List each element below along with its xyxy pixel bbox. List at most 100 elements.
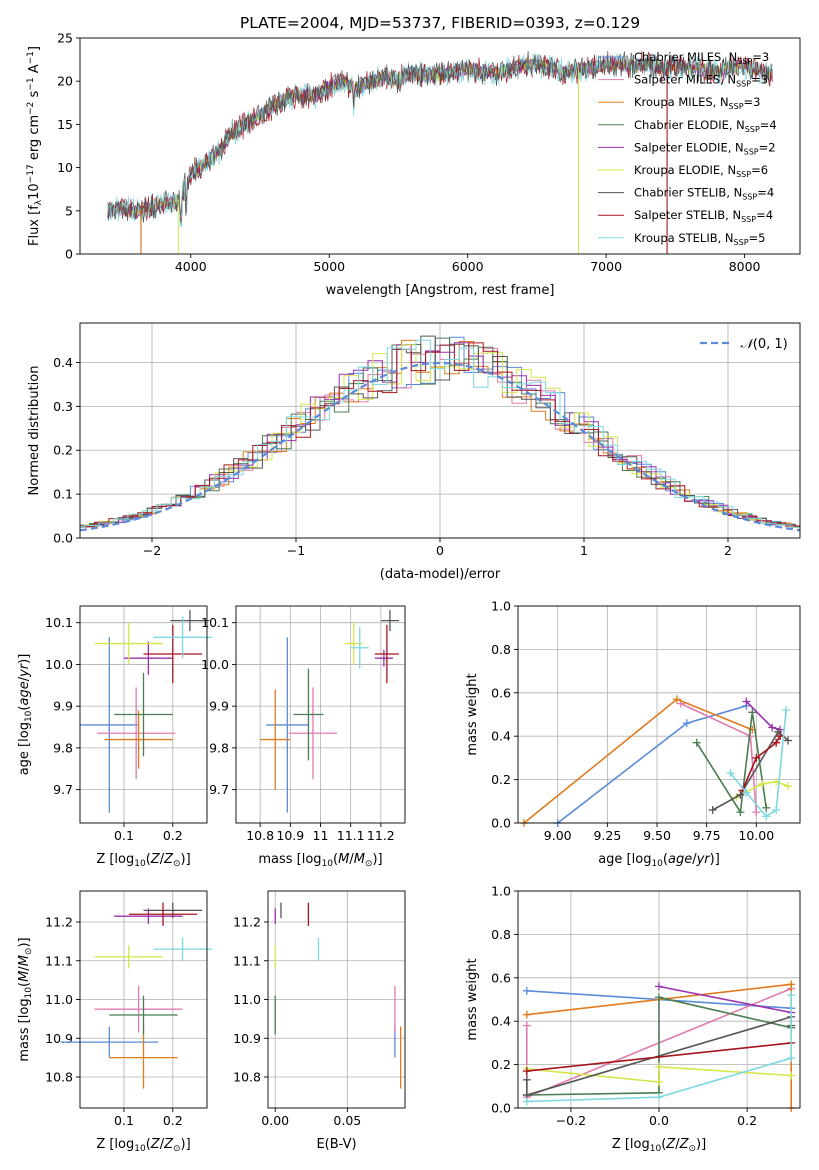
panel-mass-vs-ebv: 0.00 0.05 10.8 10.9 11.0 11.1 11.2 E(B-V) [233, 890, 406, 1152]
axes-frame [235, 605, 406, 824]
errorbar-point [374, 624, 399, 684]
panel-residuals: −2 −1 0 1 2 0.0 0.1 0.2 0.3 0.4 𝒩(0, 1) (data-model… [27, 322, 801, 582]
errorbar-point [288, 687, 338, 780]
errorbar-point [104, 710, 173, 769]
panel-weight-vs-Z: −0.2 0.0 0.2 0.0 0.2 0.4 0.6 0.8 1.0 Z [log10(Z/Z… [465, 884, 801, 1154]
ytick-label: 0 [65, 247, 73, 262]
ytick-label: 1.0 [491, 599, 511, 614]
weight-marker [787, 991, 796, 1000]
weight-marker [782, 706, 791, 715]
gridlines [268, 891, 405, 1108]
errorbar-point [374, 649, 393, 667]
weight-marker [692, 738, 701, 747]
xtick-label: 7000 [590, 259, 622, 274]
x-axis-label: age [log10(age/yr)] [598, 852, 720, 869]
ytick-label: 10.9 [45, 1031, 73, 1046]
axes-frame [517, 605, 801, 824]
x-axis-label: Z [log10(Z/Z⊙)] [96, 852, 190, 869]
x-axis-label: Z [log10(Z/Z⊙)] [96, 1137, 190, 1154]
legend-entry: Salpeter STELIB, NSSP=4 [634, 208, 773, 224]
xtick-label: 2 [724, 543, 732, 558]
y-axis-label: Normed distribution [27, 366, 42, 496]
weight-marker [655, 1093, 663, 1102]
ytick-label: 10.8 [45, 1070, 73, 1085]
errorbar-point [260, 689, 291, 790]
xtick-label: −0.2 [556, 1113, 586, 1128]
errorbar-point [94, 622, 164, 665]
ytick-label: 0.6 [491, 970, 511, 985]
errorbar-point [80, 637, 139, 813]
histogram-salpeter-stelib [80, 342, 800, 529]
ytick-label: 10.9 [233, 1031, 261, 1046]
ytick-label: 0.0 [491, 1101, 511, 1116]
axes-frame [79, 37, 801, 255]
ytick-label: 11.2 [45, 915, 73, 930]
weight-line [741, 735, 781, 791]
errorbar-point [170, 610, 210, 632]
axes-frame [517, 890, 801, 1109]
xtick-label: 0.00 [261, 1113, 289, 1128]
xtick-label: 10.00 [738, 828, 774, 843]
errorbar-point [97, 687, 176, 780]
x-axis-label: mass [log10(M/M⊙)] [258, 852, 382, 869]
errorbar-point [109, 1026, 178, 1089]
axes-frame [267, 890, 406, 1109]
ytick-label: 10.0 [45, 657, 73, 672]
ytick-label: 15 [57, 117, 73, 132]
weight-marker [742, 697, 751, 706]
legend-entry: Kroupa MILES, NSSP=3 [634, 95, 760, 111]
weight-marker [655, 1077, 663, 1086]
weight-marker [762, 803, 771, 812]
weight-line [680, 702, 758, 813]
errorbar-point [380, 610, 399, 632]
weight-marker [522, 986, 531, 995]
xtick-label: 6000 [452, 259, 484, 274]
x-axis-label: E(B-V) [316, 1137, 356, 1152]
weight-line [557, 705, 747, 824]
histograms [80, 335, 800, 532]
ytick-label: 0.6 [491, 685, 511, 700]
xtick-label: 0.1 [114, 828, 134, 843]
y-axis-label: mass weight [465, 958, 480, 1040]
xtick-label: 9.00 [544, 828, 572, 843]
weight-marker [784, 782, 793, 791]
weight-marker [522, 1021, 531, 1030]
weight-marker [784, 736, 793, 745]
weight-marker [787, 1071, 796, 1080]
panel-mass-vs-Z: 0.1 0.2 10.8 10.9 11.0 11.1 11.2 Z [log10(Z/Z⊙)… [17, 890, 212, 1154]
ytick-label: 1.0 [491, 884, 511, 899]
y-axis-label: mass [log10(M/M⊙)] [17, 937, 34, 1061]
ytick-label: 11.0 [45, 992, 73, 1007]
x-axis-label: Z [log10(Z/Z⊙)] [612, 1137, 706, 1154]
ytick-label: 11.1 [45, 953, 73, 968]
ytick-label: 9.8 [53, 740, 73, 755]
weight-marker [522, 1010, 531, 1019]
weight-line [696, 712, 767, 815]
errorbar-point [350, 626, 369, 669]
weight-marker [672, 695, 681, 704]
errorbar-point [128, 902, 198, 926]
legend-entry: Salpeter MILES, NSSP=3 [634, 73, 768, 89]
xtick-label: 11.1 [337, 828, 365, 843]
ytick-label: 0.0 [491, 816, 511, 831]
y-axis-label: Flux [fλ10−17 erg cm−2 s−1 A−1] [26, 46, 44, 246]
ytick-label: 0.0 [53, 531, 73, 546]
xtick-label: 10.9 [276, 828, 304, 843]
ytick-label: 10.1 [201, 615, 229, 630]
legend-entry: Kroupa STELIB, NSSP=5 [634, 231, 765, 247]
weight-marker [752, 753, 761, 762]
legend-entry: 𝒩(0, 1) [740, 337, 787, 352]
weight-marker [726, 769, 735, 778]
ytick-label: 0.1 [53, 487, 73, 502]
ytick-label: 25 [57, 31, 73, 46]
xtick-label: 0.0 [649, 1113, 669, 1128]
normal-curve [80, 361, 800, 532]
weight-marker [758, 779, 767, 788]
panel-age-vs-mass: 10.8 10.9 11 11.1 11.2 9.7 9.8 9.9 10.0 10.1 mass … [201, 605, 406, 869]
panel-weight-vs-age: 9.00 9.25 9.50 9.75 10.00 0.0 0.2 0.4 0.6 0.8 1.0 a… [465, 599, 801, 869]
ytick-label: 11.0 [233, 992, 261, 1007]
panel-age-vs-Z: 0.1 0.2 9.7 9.8 9.9 10.0 10.1 Z [log10(Z/Z⊙)] ag… [17, 605, 212, 869]
xtick-label: 5000 [313, 259, 345, 274]
ytick-label: 0.4 [53, 355, 73, 370]
errorbar-point [60, 1026, 159, 1058]
